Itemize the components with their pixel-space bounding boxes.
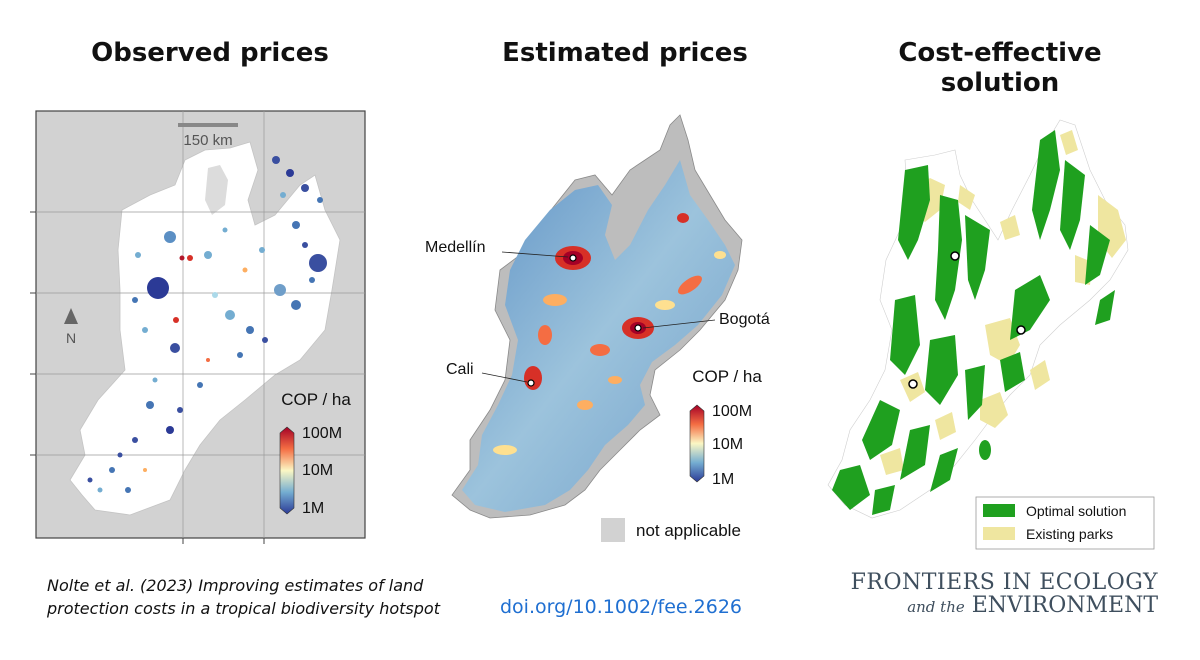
city-label-medellin: Medellín	[425, 239, 485, 256]
na-swatch	[601, 518, 625, 542]
observed-valley	[205, 165, 228, 215]
observed-legend-tick-high: 100M	[302, 425, 342, 442]
observed-scale-label: 150 km	[183, 132, 232, 149]
observed-legend-tick-low: 1M	[302, 500, 324, 517]
observed-map: 150 km N COP / ha 100M 10M 1M	[30, 110, 366, 544]
journal-line-2: and the ENVIRONMENT	[838, 593, 1158, 618]
observed-scale-bar	[178, 123, 238, 127]
city-marker-bogota	[634, 324, 642, 332]
north-arrow-icon	[64, 308, 78, 324]
citation-line-2: protection costs in a tropical biodivers…	[47, 599, 440, 618]
estimated-legend-tick-mid: 10M	[712, 436, 743, 453]
citation-line-1: Nolte et al. (2023) Improving estimates …	[47, 576, 424, 595]
solution-optimal-areas	[832, 130, 1115, 515]
estimated-map: Medellín Bogotá Cali COP / ha 100M 10M 1…	[425, 114, 770, 542]
city-marker-medellin	[569, 254, 577, 262]
observed-legend-title: COP / ha	[281, 390, 351, 409]
north-label: N	[66, 330, 76, 346]
observed-price-dots	[87, 156, 327, 493]
observed-frame-ticks	[30, 211, 265, 544]
estimated-colorbar	[689, 404, 705, 483]
journal-and-the: and the	[907, 598, 965, 616]
doi-link[interactable]: doi.org/10.1002/fee.2626	[500, 596, 742, 618]
solution-map: Optimal solution Existing parks	[827, 119, 1155, 550]
solution-city-marker-bogota	[1016, 325, 1026, 335]
estimated-city-markers	[481, 251, 716, 387]
journal-line-1: FRONTIERS IN ECOLOGY	[850, 570, 1158, 595]
observed-colorbar	[279, 426, 295, 515]
observed-legend-tick-mid: 10M	[302, 462, 333, 479]
estimated-cost-surface	[462, 160, 735, 512]
title-cost-effective-solution: Cost-effective solution	[898, 38, 1102, 98]
estimated-legend-title: COP / ha	[692, 367, 762, 386]
city-label-bogota: Bogotá	[719, 311, 770, 328]
citation: Nolte et al. (2023) Improving estimates …	[47, 574, 487, 620]
observed-grid	[36, 111, 365, 538]
city-marker-cali	[527, 379, 535, 387]
journal-logo: FRONTIERS IN ECOLOGY and the ENVIRONMENT	[838, 570, 1158, 618]
estimated-hotspots	[493, 213, 726, 455]
solution-city-marker-cali	[908, 379, 918, 389]
estimated-legend-tick-high: 100M	[712, 403, 752, 420]
legend-optimal-label: Optimal solution	[1026, 503, 1126, 519]
legend-parks-swatch	[983, 527, 1015, 540]
journal-environment: ENVIRONMENT	[971, 593, 1158, 618]
city-label-cali: Cali	[446, 361, 474, 378]
observed-andes-region	[69, 141, 341, 516]
legend-parks-label: Existing parks	[1026, 526, 1113, 542]
solution-city-marker-medellin	[950, 251, 960, 261]
title-estimated-prices: Estimated prices	[502, 38, 748, 68]
legend-optimal-swatch	[983, 504, 1015, 517]
title-observed-prices: Observed prices	[91, 38, 329, 68]
na-label: not applicable	[636, 521, 741, 540]
estimated-legend-tick-low: 1M	[712, 471, 734, 488]
